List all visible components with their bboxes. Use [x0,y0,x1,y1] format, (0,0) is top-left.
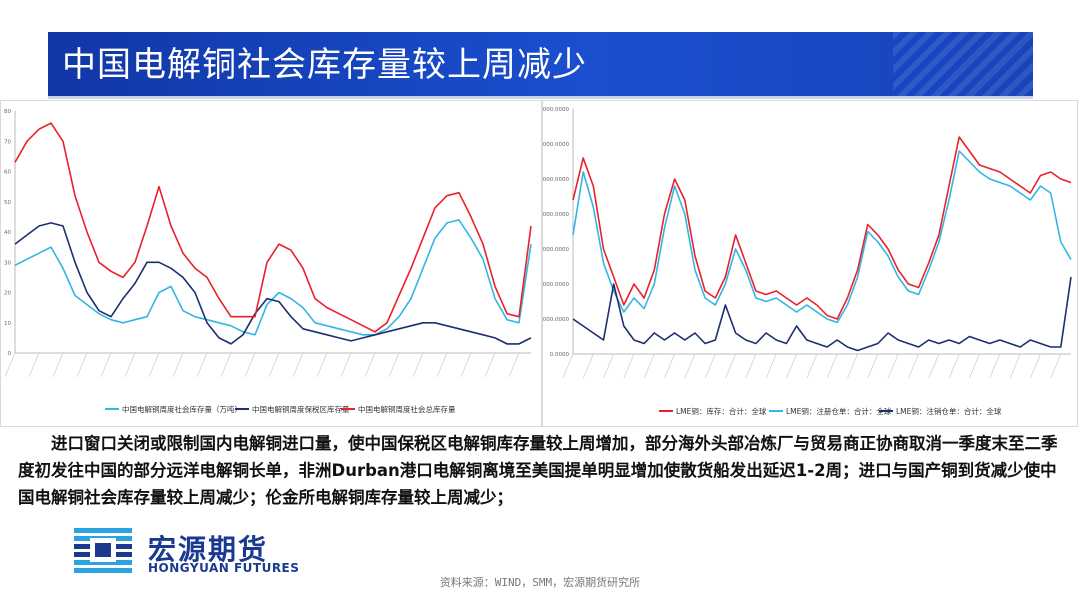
lme-inventory-chart: 0.0000 5000.0000 10000.0000 15000.0000 20000… [536,100,1078,427]
title-banner [48,32,1033,96]
x-tick-mark [969,353,980,379]
y-tick-label: 50 [4,200,11,206]
x-tick-mark [148,352,160,378]
y-tick-label: 30 [4,260,11,266]
series-line-1 [14,219,532,336]
x-tick-mark [684,353,696,379]
x-tick-mark [220,352,232,378]
x-tick-mark [484,352,496,378]
x-tick-mark [412,352,424,378]
y-tick-label: 20000.0000 [543,212,569,218]
x-tick-mark [364,352,376,378]
x-tick-mark [765,353,777,379]
y-tick-label: 15000.0000 [543,247,569,253]
x-tick-mark [948,353,960,379]
x-tick-mark [725,353,736,379]
legend-label: LME铜：注销仓单：合计：全球 [896,406,1002,416]
commentary-text: 进口窗口关闭或限制国内电解铜进口量，使中国保税区电解铜库存量较上周增加，部分海外… [18,434,1058,507]
y-tick-label: 70 [4,139,11,145]
x-tick-mark [508,352,520,378]
legend-label: 中国电解铜周度社会库存量（万吨） [122,404,242,414]
x-tick-mark [52,352,64,378]
y-tick-label: 80 [4,109,11,115]
x-tick-mark [867,353,879,379]
x-tick-mark [603,353,615,379]
x-tick-mark [928,353,940,379]
logo-cn-text: 宏源期货 [148,533,269,566]
x-tick-mark [1050,353,1062,379]
x-tick-mark [1030,353,1041,379]
x-tick-mark [847,353,858,379]
x-tick-mark [172,352,184,378]
y-tick-label: 40 [4,230,11,236]
china-inventory-chart: 0 10 20 30 40 50 60 70 80 中国电解铜周度社会库存量（万吨） 中国电解铜周度… [0,100,542,427]
legend-label: 中国电解铜周度社会总库存量 [358,404,456,414]
y-tick-label: 5000.0000 [543,317,569,323]
x-tick-mark [388,352,400,378]
x-tick-mark [562,353,574,379]
x-tick-mark [28,352,40,378]
y-tick-label: 0 [8,351,12,357]
x-tick-mark [745,353,757,379]
series-line-2 [572,150,1072,324]
x-tick-mark [786,353,797,379]
y-tick-label: 30000.0000 [543,142,569,148]
company-logo: 宏源期货 HONGYUAN FUTURES [72,526,312,576]
series-line-3 [572,276,1072,352]
x-tick-mark [664,353,676,379]
series-line-2 [14,222,532,345]
x-tick-mark [826,353,838,379]
x-tick-mark [100,352,112,378]
y-tick-label: 10 [4,321,11,327]
y-tick-label: 25000.0000 [543,177,569,183]
x-tick-mark [316,352,328,378]
x-tick-mark [623,353,635,379]
y-tick-label: 10000.0000 [543,282,569,288]
x-tick-mark [124,352,136,378]
legend-label: 中国电解铜周度保税区库存量 [252,404,350,414]
source-note: 资料来源：WIND，SMM，宏源期货研究所 [439,576,641,589]
legend-label: LME铜：库存：合计：全球 [676,406,767,416]
page-title: 中国电解铜社会库存量较上周减少 [62,45,587,85]
y-tick-label: 20 [4,291,11,297]
x-tick-mark [460,352,472,378]
logo-mark-icon [74,528,132,573]
x-tick-mark [1009,353,1021,379]
series-line-3 [14,122,532,333]
x-tick-mark [908,353,919,379]
x-tick-mark [806,353,818,379]
x-tick-mark [643,353,655,379]
x-tick-mark [292,352,304,378]
logo-en-text: HONGYUAN FUTURES [148,561,300,575]
x-tick-mark [989,353,1001,379]
legend-label: LME铜：注册仓单：合计：全球 [786,406,892,416]
y-tick-label: 60 [4,170,11,176]
y-tick-label: 35000.0000 [543,107,569,113]
china-inventory-chart-svg: 0 10 20 30 40 50 60 70 80 中国电解铜周度社会库存量（万吨） 中国电解铜周度… [4,109,532,414]
lme-inventory-chart-svg: 0.0000 5000.0000 10000.0000 15000.0000 20000… [536,107,1072,416]
x-tick-mark [340,352,352,378]
title-rule [48,96,1033,99]
y-tick-label: 0.0000 [550,352,570,358]
x-tick-mark [582,353,594,379]
x-tick-mark [76,352,88,378]
x-tick-mark [4,352,16,378]
x-tick-mark [887,353,899,379]
x-tick-mark [268,352,280,378]
x-tick-mark [704,353,716,379]
x-tick-mark [196,352,208,378]
x-tick-mark [436,352,448,378]
series-line-1 [572,136,1072,320]
x-tick-mark [244,352,256,378]
